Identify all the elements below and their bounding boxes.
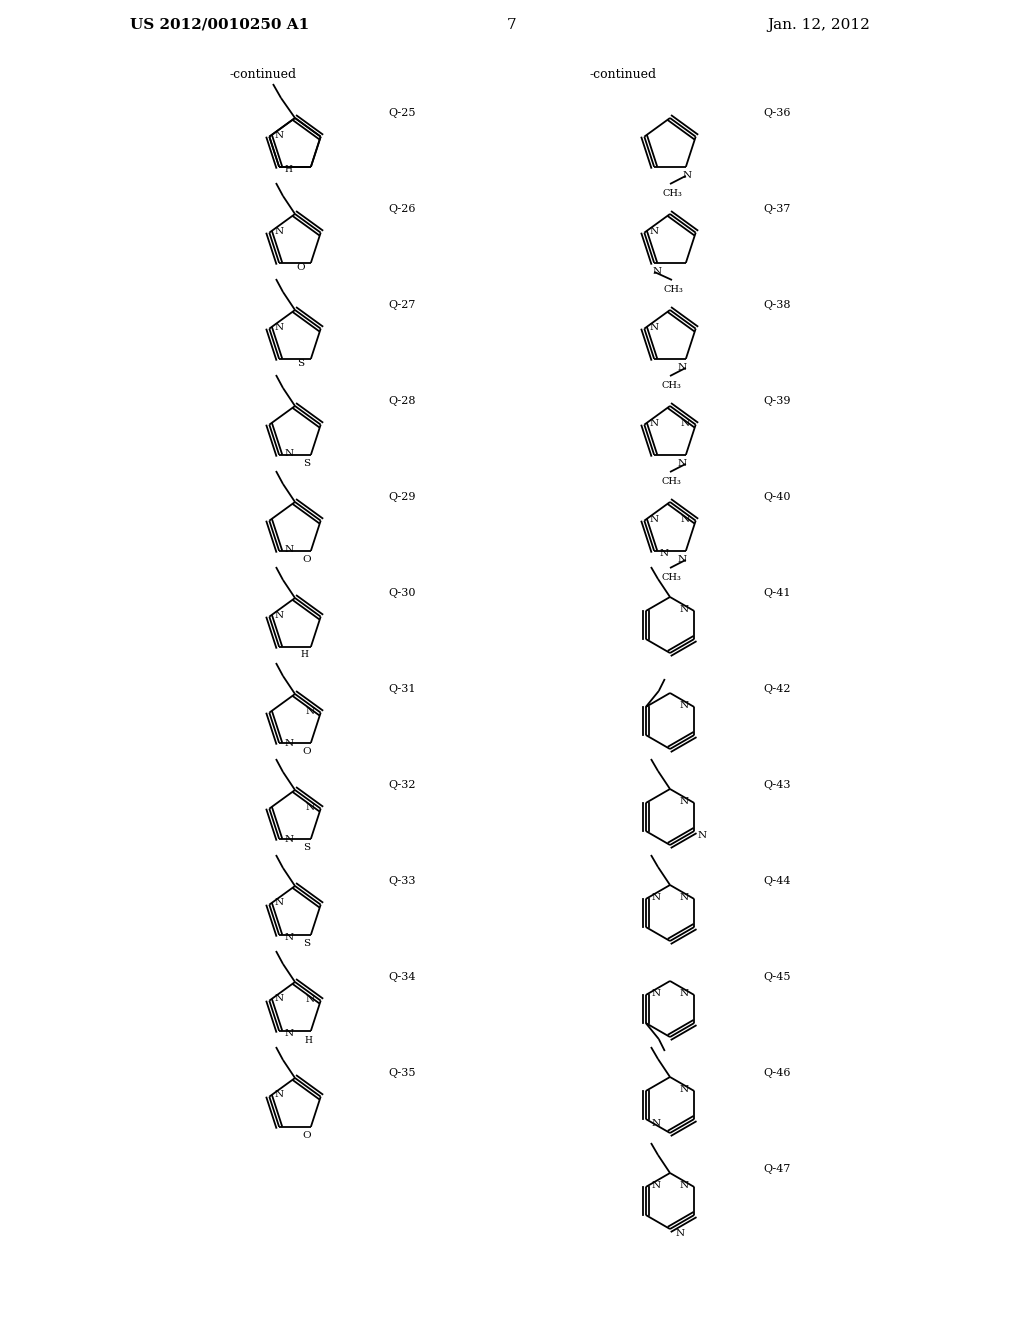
Text: Q-35: Q-35	[388, 1068, 416, 1078]
Text: N: N	[680, 606, 689, 615]
Text: Q-32: Q-32	[388, 780, 416, 789]
Text: N: N	[285, 449, 294, 458]
Text: Q-30: Q-30	[388, 587, 416, 598]
Text: Q-39: Q-39	[763, 396, 791, 407]
Text: N: N	[305, 803, 314, 812]
Text: N: N	[651, 1181, 660, 1191]
Text: CH₃: CH₃	[662, 478, 681, 487]
Text: -continued: -continued	[230, 69, 297, 82]
Text: N: N	[285, 836, 294, 845]
Text: Q-29: Q-29	[388, 492, 416, 502]
Text: N: N	[274, 227, 284, 236]
Text: Q-34: Q-34	[388, 972, 416, 982]
Text: N: N	[274, 611, 284, 620]
Text: 7: 7	[507, 18, 517, 32]
Text: CH₃: CH₃	[662, 573, 681, 582]
Text: N: N	[680, 420, 689, 428]
Text: Q-37: Q-37	[763, 205, 791, 214]
Text: S: S	[303, 843, 310, 853]
Text: N: N	[274, 1090, 284, 1100]
Text: H: H	[305, 1036, 312, 1045]
Text: O: O	[302, 1131, 311, 1140]
Text: N: N	[659, 549, 669, 558]
Text: N: N	[274, 994, 284, 1003]
Text: Q-25: Q-25	[388, 108, 416, 117]
Text: N: N	[676, 1229, 685, 1238]
Text: N: N	[651, 894, 660, 903]
Text: Q-31: Q-31	[388, 684, 416, 694]
Text: CH₃: CH₃	[662, 381, 681, 391]
Text: CH₃: CH₃	[664, 285, 683, 294]
Text: O: O	[302, 747, 311, 756]
Text: N: N	[697, 832, 707, 841]
Text: CH₃: CH₃	[663, 190, 682, 198]
Text: N: N	[677, 363, 686, 372]
Text: Q-38: Q-38	[763, 300, 791, 310]
Text: H: H	[285, 165, 292, 174]
Text: N: N	[652, 268, 662, 276]
Text: Q-40: Q-40	[763, 492, 791, 502]
Text: O: O	[302, 556, 311, 565]
Text: N: N	[680, 701, 689, 710]
Text: Q-47: Q-47	[763, 1164, 791, 1173]
Text: N: N	[651, 1118, 660, 1127]
Text: N: N	[650, 323, 658, 333]
Text: Q-44: Q-44	[763, 876, 791, 886]
Text: N: N	[650, 420, 658, 428]
Text: Q-45: Q-45	[763, 972, 791, 982]
Text: N: N	[650, 227, 658, 236]
Text: N: N	[680, 990, 689, 998]
Text: N: N	[274, 898, 284, 907]
Text: N: N	[680, 1181, 689, 1191]
Text: Jan. 12, 2012: Jan. 12, 2012	[767, 18, 870, 32]
Text: Q-26: Q-26	[388, 205, 416, 214]
Text: N: N	[305, 995, 314, 1005]
Text: Q-36: Q-36	[763, 108, 791, 117]
Text: N: N	[677, 459, 686, 469]
Text: S: S	[297, 359, 304, 368]
Text: S: S	[303, 940, 310, 948]
Text: N: N	[650, 515, 658, 524]
Text: Q-33: Q-33	[388, 876, 416, 886]
Text: Q-43: Q-43	[763, 780, 791, 789]
Text: S: S	[303, 459, 310, 469]
Text: Q-41: Q-41	[763, 587, 791, 598]
Text: -continued: -continued	[590, 69, 657, 82]
Text: N: N	[680, 1085, 689, 1094]
Text: Q-46: Q-46	[763, 1068, 791, 1078]
Text: N: N	[305, 708, 314, 717]
Text: Q-42: Q-42	[763, 684, 791, 694]
Text: N: N	[680, 797, 689, 807]
Text: N: N	[677, 556, 686, 565]
Text: O: O	[297, 264, 305, 272]
Text: Q-28: Q-28	[388, 396, 416, 407]
Text: N: N	[651, 990, 660, 998]
Text: Q-27: Q-27	[388, 300, 416, 310]
Text: N: N	[285, 739, 294, 748]
Text: N: N	[285, 545, 294, 554]
Text: N: N	[285, 933, 294, 942]
Text: N: N	[680, 894, 689, 903]
Text: N: N	[285, 1030, 294, 1039]
Text: US 2012/0010250 A1: US 2012/0010250 A1	[130, 18, 309, 32]
Text: N: N	[274, 131, 284, 140]
Text: N: N	[682, 172, 691, 181]
Text: N: N	[680, 515, 689, 524]
Text: N: N	[274, 323, 284, 333]
Text: H: H	[301, 651, 309, 660]
